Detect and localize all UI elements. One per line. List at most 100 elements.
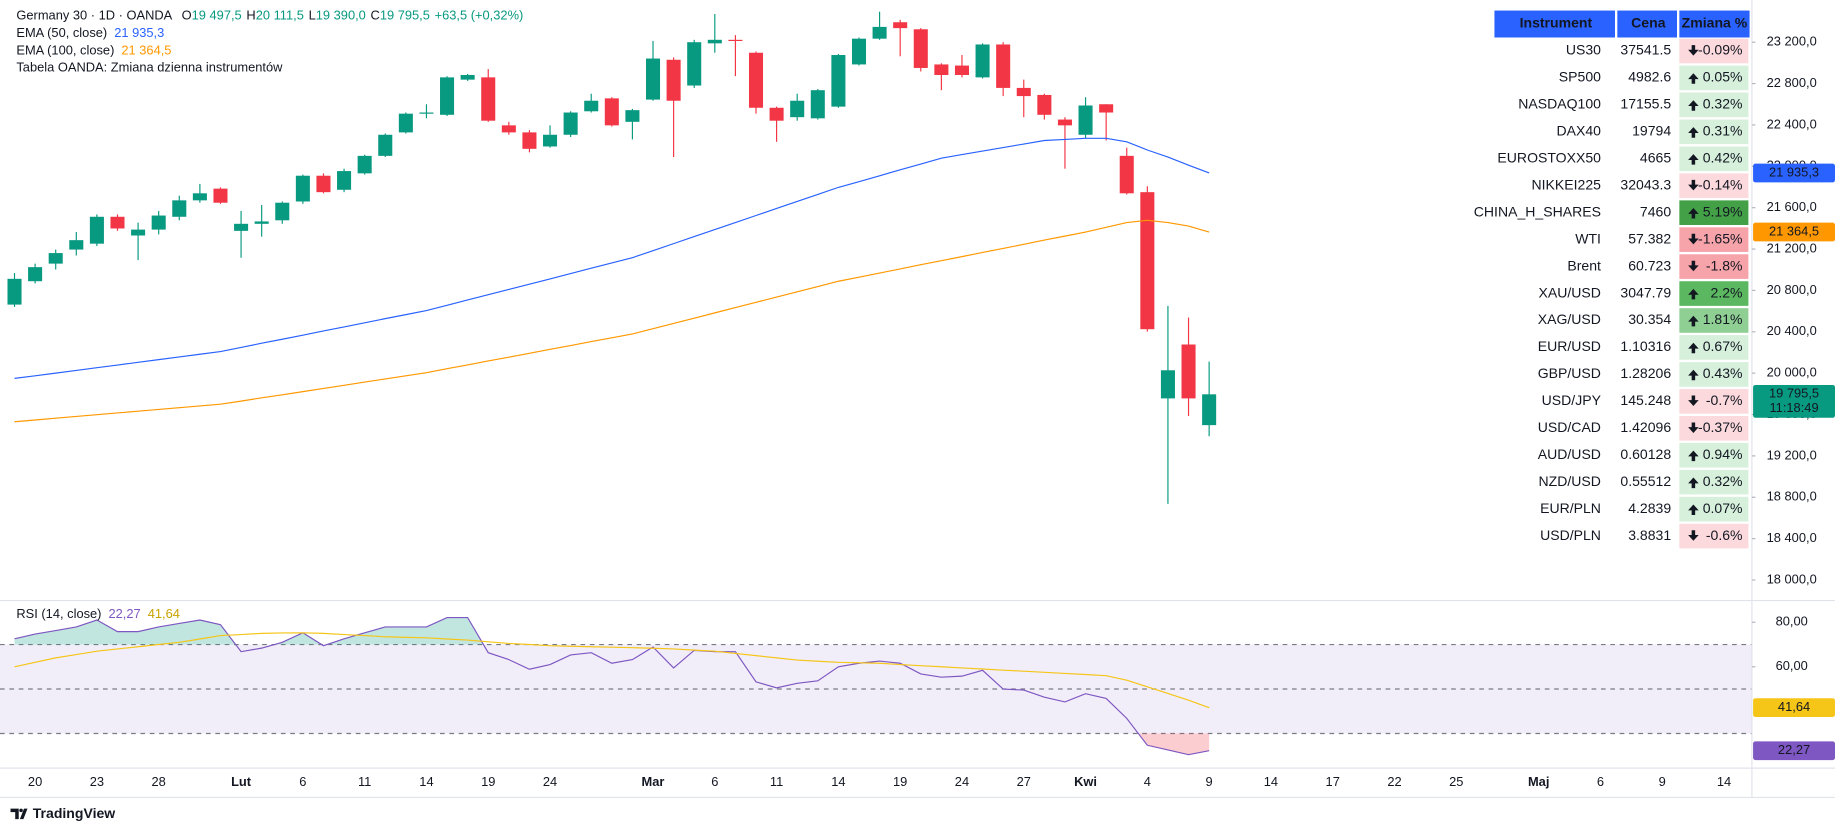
candle-body <box>831 55 846 107</box>
change: 0.67% <box>1703 338 1743 354</box>
instrument: GBP/USD <box>1538 365 1601 381</box>
arrow-down <box>1688 45 1699 56</box>
change: 0.32% <box>1703 473 1743 489</box>
legend-name: EMA (100, close) <box>16 43 114 58</box>
price: 17155.5 <box>1620 96 1671 112</box>
legend-name: EMA (50, close) <box>16 25 107 40</box>
overbought-fill <box>14 617 484 645</box>
candle-body <box>522 132 537 149</box>
table-header: Instrument <box>1520 15 1593 31</box>
arrow-up <box>1688 154 1699 165</box>
instrument: Brent <box>1567 257 1601 273</box>
ohlc-value: 19 497,5 <box>192 8 242 23</box>
ohlc-key: L <box>309 8 316 23</box>
candle-body <box>398 113 413 133</box>
ema-legend: EMA (100, close) 21 364,5 <box>16 43 171 58</box>
change: -0.14% <box>1698 176 1742 192</box>
candle-body <box>357 155 372 174</box>
price: 145.248 <box>1620 392 1671 408</box>
price: 4.2839 <box>1628 500 1671 516</box>
candle-body <box>954 65 969 75</box>
x-tick-label: Maj <box>1528 774 1549 789</box>
x-tick-label: 14 <box>831 774 845 789</box>
y-tick-label: 22 800,0 <box>1767 75 1817 90</box>
x-tick-label: 23 <box>90 774 104 789</box>
instrument: US30 <box>1566 42 1601 58</box>
candle-body <box>28 267 43 282</box>
price: 32043.3 <box>1620 176 1671 192</box>
arrow-up <box>1688 450 1699 462</box>
arrow-up <box>1688 73 1699 84</box>
instrument: EUR/USD <box>1538 338 1601 354</box>
plot-layer <box>0 11 1752 756</box>
arrow-up <box>1688 477 1699 489</box>
arrow-up <box>1688 315 1699 327</box>
candle-body <box>110 216 125 229</box>
arrow-down <box>1688 260 1699 272</box>
instrument: WTI <box>1575 230 1601 246</box>
price: 19794 <box>1632 123 1671 139</box>
candle-body <box>131 229 146 236</box>
candle-body <box>48 253 63 264</box>
price: 57.382 <box>1628 230 1671 246</box>
candle-body <box>295 175 310 202</box>
candle-body <box>645 58 661 100</box>
candle-body <box>316 175 331 193</box>
candle-body <box>275 202 290 221</box>
price: 30.354 <box>1628 311 1671 327</box>
candle-body <box>893 22 908 29</box>
arrow-up <box>1688 288 1699 300</box>
price: 1.10316 <box>1620 338 1671 354</box>
arrow-up <box>1688 127 1699 138</box>
brand: TradingView <box>33 805 116 821</box>
change: 0.05% <box>1703 69 1743 85</box>
y-tick-label: 18 400,0 <box>1767 530 1817 545</box>
instrument: NIKKEI225 <box>1531 176 1601 192</box>
countdown-label: 11:18:49 <box>1769 400 1818 415</box>
ohlc-value: 19 795,5 <box>380 8 430 23</box>
y-tick-label: 22 400,0 <box>1767 116 1817 131</box>
x-tick-label: 11 <box>770 774 783 789</box>
candle-body <box>254 221 269 224</box>
candle-body <box>378 134 393 156</box>
instrument: EUROSTOXX50 <box>1497 149 1601 165</box>
price: 0.55512 <box>1620 473 1671 489</box>
candle-body <box>89 216 104 244</box>
instrument: EUR/PLN <box>1540 500 1601 516</box>
x-tick-label: 24 <box>955 774 969 789</box>
change: -1.8% <box>1706 257 1743 273</box>
x-tick-label: 14 <box>1264 774 1278 789</box>
x-tick-label: 19 <box>893 774 907 789</box>
y-tick-label: 60,00 <box>1776 658 1808 673</box>
candle-body <box>1202 394 1217 426</box>
x-tick-label: 25 <box>1449 774 1463 789</box>
legend-value: 41,64 <box>148 607 180 622</box>
arrow-up <box>1688 504 1699 516</box>
candle-body <box>192 193 207 201</box>
instrument: NZD/USD <box>1539 473 1601 489</box>
change: 0.43% <box>1703 365 1743 381</box>
change: -0.6% <box>1706 527 1743 543</box>
candle-body <box>810 90 825 119</box>
price-tag <box>1753 222 1835 242</box>
candle-body <box>934 64 949 75</box>
candle-body <box>1037 94 1052 115</box>
change: -0.7% <box>1706 392 1743 408</box>
candle-body <box>790 100 805 118</box>
x-tick-label: 24 <box>543 774 557 789</box>
ohlc-key: C <box>371 8 380 23</box>
price: 37541.5 <box>1620 42 1671 58</box>
candle-body <box>69 240 84 250</box>
y-tick-label: 20 000,0 <box>1767 365 1817 380</box>
legend-value: 21 935,3 <box>114 25 164 40</box>
x-tick-label: Lut <box>231 774 252 789</box>
candle-body <box>543 134 558 147</box>
x-tick-label: 17 <box>1326 774 1340 789</box>
instrument: NASDAQ100 <box>1518 96 1601 112</box>
candle-body <box>7 278 22 305</box>
candle-body <box>604 98 619 126</box>
